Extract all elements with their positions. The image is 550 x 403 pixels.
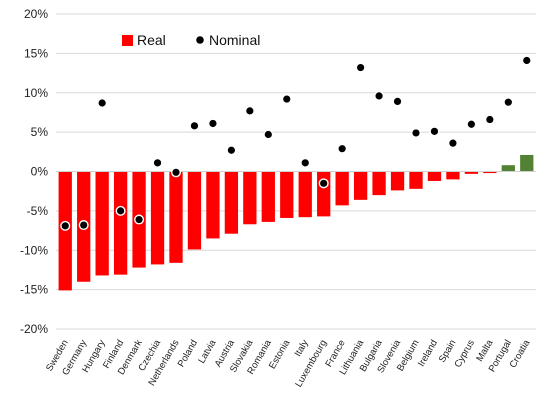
bar-croatia xyxy=(520,154,534,172)
nominal-dot-italy xyxy=(300,157,311,168)
bar-lithuania xyxy=(353,171,368,200)
nominal-dot-romania xyxy=(263,129,274,140)
nominal-dot-poland xyxy=(189,120,200,131)
nominal-dot-bulgaria xyxy=(374,90,385,101)
bar-poland xyxy=(187,171,202,250)
bar-netherlands xyxy=(169,171,183,263)
bar-slovakia xyxy=(243,171,257,225)
y-tick-label: 5% xyxy=(31,125,49,139)
y-tick-label: -5% xyxy=(27,204,49,218)
nominal-dot-croatia xyxy=(521,55,532,66)
y-tick-label: 15% xyxy=(24,46,48,60)
nominal-dot-ireland xyxy=(429,126,440,137)
nominal-dot-belgium xyxy=(411,127,422,138)
y-tick-label: 20% xyxy=(24,7,48,21)
legend-nominal-label: Nominal xyxy=(209,32,260,48)
nominal-dot-cyprus xyxy=(466,119,477,130)
y-tick-label: -15% xyxy=(20,283,48,297)
bar-luxembourg xyxy=(317,171,331,217)
bar-slovenia xyxy=(390,171,405,191)
bar-finland xyxy=(113,171,128,275)
nominal-dot-finland xyxy=(115,205,126,216)
y-axis: 20% 15% 10% 5% 0% -5% -10% -15% -20% xyxy=(20,7,48,336)
nominal-dot-austria xyxy=(226,145,237,156)
nominal-dot-portugal xyxy=(503,97,514,108)
nominal-dot-hungary xyxy=(97,97,108,108)
bar-hungary xyxy=(95,171,109,276)
nominal-dot-malta xyxy=(484,114,495,125)
bar-latvia xyxy=(206,171,220,239)
legend-nominal-marker xyxy=(196,36,204,44)
bar-bulgaria xyxy=(372,171,386,196)
nominal-dot-latvia xyxy=(207,118,218,129)
legend-real-swatch xyxy=(122,35,133,46)
real-bars xyxy=(58,154,534,291)
bar-romania xyxy=(261,171,275,222)
y-tick-label: 0% xyxy=(31,165,49,179)
bar-estonia xyxy=(280,171,294,218)
bar-italy xyxy=(298,171,312,218)
bar-ireland xyxy=(427,171,442,181)
bar-cyprus xyxy=(464,171,479,174)
bar-portugal xyxy=(501,165,515,172)
x-tick-label: Italy xyxy=(293,338,311,359)
nominal-dot-denmark xyxy=(134,214,145,225)
x-axis-labels: SwedenGermanyHungaryFinlandDenmarkCzechi… xyxy=(44,337,533,389)
bar-france xyxy=(335,171,349,206)
legend: Real Nominal xyxy=(122,32,260,48)
bar-malta xyxy=(483,171,497,174)
bar-sweden xyxy=(58,171,72,291)
nominal-dot-spain xyxy=(447,138,458,149)
nominal-dot-slovakia xyxy=(244,105,255,116)
y-tick-label: -10% xyxy=(20,243,48,257)
nominal-dot-sweden xyxy=(60,220,71,231)
bar-czechia xyxy=(150,171,165,265)
bar-spain xyxy=(446,171,460,180)
bar-austria xyxy=(224,171,239,234)
y-tick-label: 10% xyxy=(24,86,48,100)
legend-real-label: Real xyxy=(137,32,166,48)
y-tick-label: -20% xyxy=(20,322,48,336)
nominal-dot-czechia xyxy=(152,157,163,168)
nominal-dot-netherlands xyxy=(170,167,181,178)
nominal-dot-luxembourg xyxy=(318,178,329,189)
nominal-dots xyxy=(60,55,532,231)
nominal-dot-france xyxy=(337,143,348,154)
nominal-dot-lithuania xyxy=(355,62,366,73)
nominal-dot-germany xyxy=(78,220,89,231)
nominal-dot-slovenia xyxy=(392,96,403,107)
bar-belgium xyxy=(409,171,423,189)
nominal-dot-estonia xyxy=(281,94,292,105)
